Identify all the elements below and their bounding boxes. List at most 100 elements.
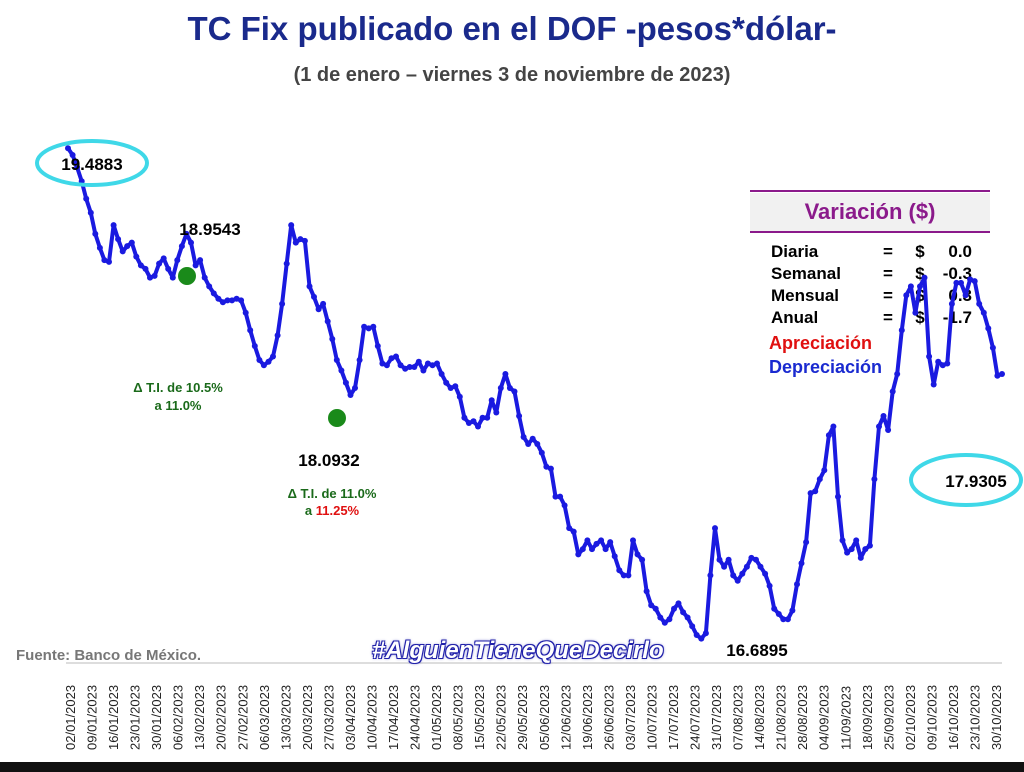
variation-row-eq: =: [883, 286, 893, 305]
x-tick-label: 03/04/2023: [343, 685, 358, 750]
data-point: [762, 570, 769, 577]
data-point: [684, 614, 691, 621]
data-point: [944, 360, 951, 367]
data-point: [388, 355, 395, 362]
variation-row-eq: =: [883, 242, 893, 261]
data-point: [976, 300, 983, 307]
mar-value-label: 18.0932: [298, 451, 359, 470]
data-point: [297, 236, 304, 243]
data-point: [812, 488, 819, 495]
data-point: [529, 435, 536, 442]
data-point: [452, 383, 459, 390]
data-point: [702, 630, 709, 637]
data-point: [265, 358, 272, 365]
data-point: [657, 614, 664, 621]
data-point: [443, 379, 450, 386]
data-point: [766, 582, 773, 589]
data-point: [151, 272, 158, 279]
data-point: [538, 449, 545, 456]
data-point: [807, 490, 814, 497]
data-point: [593, 540, 600, 547]
variation-row-label: Semanal: [771, 264, 841, 283]
data-point: [411, 364, 418, 370]
data-point: [579, 546, 586, 553]
x-tick-label: 12/06/2023: [558, 685, 573, 750]
data-point: [721, 563, 728, 570]
x-tick-label: 22/05/2023: [494, 685, 509, 750]
data-point: [839, 537, 846, 544]
variation-row-currency: $: [915, 308, 925, 327]
x-tick-label: 16/01/2023: [106, 685, 121, 750]
data-point: [137, 262, 144, 269]
series-points: [65, 145, 1005, 642]
data-point: [939, 362, 946, 369]
data-point: [251, 343, 258, 349]
x-tick-label: 09/10/2023: [924, 685, 939, 750]
data-point: [434, 360, 440, 367]
data-point: [484, 414, 491, 421]
data-point: [238, 297, 245, 304]
data-point: [279, 300, 286, 307]
data-point: [247, 327, 254, 334]
data-point: [96, 244, 103, 251]
data-point: [92, 230, 99, 237]
data-point: [730, 572, 737, 579]
x-tick-label: 20/02/2023: [214, 685, 229, 750]
data-point: [566, 525, 573, 532]
data-point: [497, 385, 504, 391]
data-point: [712, 525, 718, 532]
data-point: [775, 611, 782, 617]
data-point: [352, 385, 358, 391]
data-point: [652, 605, 659, 612]
data-point: [734, 577, 741, 584]
data-point: [215, 295, 222, 302]
data-point: [871, 476, 878, 483]
x-tick-label: 06/03/2023: [257, 685, 272, 750]
data-point: [643, 588, 650, 595]
x-tick-label: 18/09/2023: [860, 685, 875, 750]
data-point: [666, 616, 673, 623]
data-point: [980, 309, 987, 316]
data-point: [306, 283, 313, 290]
data-point: [383, 362, 390, 369]
data-point: [320, 300, 327, 307]
data-point: [115, 236, 122, 243]
x-tick-label: 08/05/2023: [451, 685, 466, 750]
data-point: [907, 283, 914, 290]
data-point: [511, 388, 518, 395]
x-tick-label: 19/06/2023: [580, 685, 595, 750]
data-point: [429, 362, 436, 369]
variation-row-label: Diaria: [771, 242, 819, 261]
rate-change-marker-2: [328, 409, 346, 427]
chart-title: TC Fix publicado en el DOF -pesos*dólar-: [187, 10, 837, 47]
data-point: [301, 237, 308, 244]
data-point: [953, 279, 960, 286]
data-point: [989, 344, 996, 351]
data-point: [675, 600, 682, 607]
data-point: [971, 278, 978, 285]
data-point: [625, 572, 632, 579]
min-value-label: 16.6895: [726, 641, 787, 660]
rate-annotation-2-line1: Δ T.I. de 11.0%: [288, 486, 377, 501]
data-point: [789, 607, 796, 614]
data-point: [639, 556, 646, 563]
data-point: [584, 537, 591, 544]
data-point: [488, 397, 495, 404]
data-point: [903, 292, 910, 299]
data-point: [361, 323, 368, 330]
data-point: [329, 336, 336, 342]
data-point: [611, 553, 618, 560]
data-point: [274, 332, 281, 339]
x-tick-label: 04/09/2023: [817, 685, 832, 750]
data-point: [885, 427, 892, 433]
x-tick-label: 31/07/2023: [709, 685, 724, 750]
x-tick-label: 30/10/2023: [989, 685, 1004, 750]
data-point: [985, 325, 992, 332]
data-point: [866, 542, 873, 549]
x-tick-label: 26/06/2023: [601, 685, 616, 750]
data-point: [648, 602, 655, 609]
data-point: [816, 476, 823, 483]
data-point: [862, 546, 869, 553]
data-point: [680, 609, 687, 616]
data-point: [283, 260, 290, 267]
